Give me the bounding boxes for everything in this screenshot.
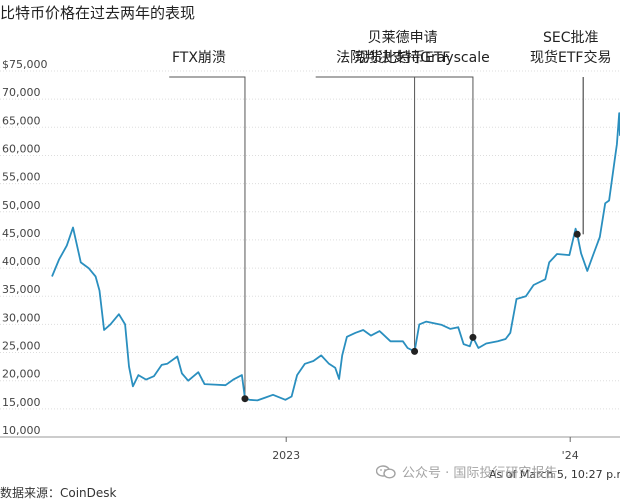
event-label: SEC批准 [543,30,599,46]
x-tick-label: 2023 [272,449,300,462]
event-point [241,395,249,403]
y-tick-label: 55,000 [2,171,41,184]
watermark-text: 公众号 · 国际投行研究报告 [402,466,558,481]
data-source: 数据来源：CoinDesk [0,486,117,500]
wechat-icon [376,464,396,479]
event-point [411,347,419,355]
event-point [573,230,581,238]
event-point [469,333,477,341]
y-tick-label: 45,000 [2,227,41,240]
y-tick-label: 50,000 [2,199,41,212]
event-leader-line [352,76,416,352]
event-label: FTX崩溃 [172,50,226,66]
y-tick-label: 40,000 [2,255,41,268]
event-label: 贝莱德申请 [368,30,438,46]
event-leader-line [315,76,474,338]
event-annotation: 法院判决支持Grayscale [336,50,490,66]
event-annotation: FTX崩溃 [172,50,226,66]
price-series-line [51,112,620,402]
y-tick-label: 60,000 [2,142,41,155]
y-tick-label: $75,000 [2,58,48,71]
y-tick-label: 20,000 [2,368,41,381]
event-label: 现货ETF交易 [530,49,611,66]
event-leader-line [169,76,246,399]
y-tick-label: 70,000 [2,86,41,99]
y-tick-label: 65,000 [2,114,41,127]
x-tick-label: '24 [562,449,579,462]
y-tick-label: 15,000 [2,396,41,409]
y-tick-label: 35,000 [2,283,41,296]
watermark: 公众号 · 国际投行研究报告 [376,462,557,481]
event-label: 现货比特币ETF [355,49,450,66]
event-label: 法院判决支持Grayscale [336,50,490,66]
chart-title: 比特币价格在过去两年的表现 [0,4,196,22]
y-tick-label: 25,000 [2,340,41,353]
y-tick-label: 10,000 [2,424,41,437]
as-of-note: As of March 5, 10:27 p.m. ET [489,468,620,481]
y-tick-label: 30,000 [2,311,41,324]
